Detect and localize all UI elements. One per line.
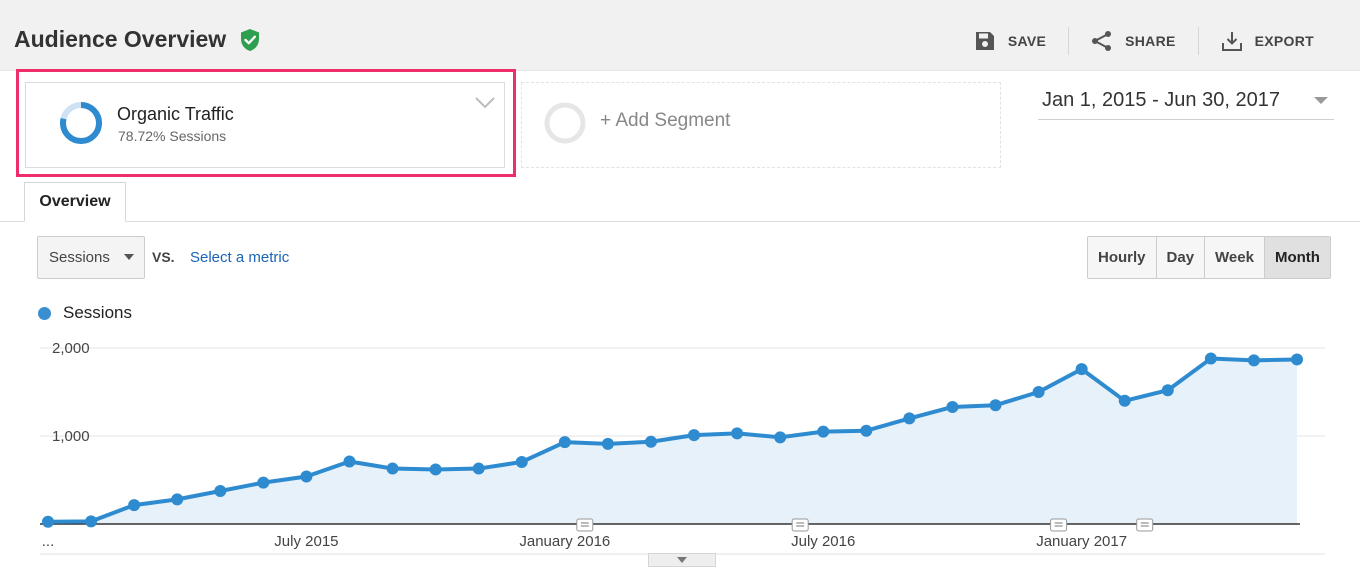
series-line-sessions: [47, 356, 1298, 524]
data-point: [860, 424, 873, 437]
data-point: [903, 412, 916, 425]
day-button[interactable]: Day: [1155, 237, 1205, 278]
data-point: [257, 476, 270, 489]
legend-label: Sessions: [63, 303, 132, 322]
save-icon: [975, 32, 994, 50]
segment-name: Organic Traffic: [117, 104, 234, 124]
data-point: [1118, 394, 1131, 407]
tab-overview[interactable]: Overview: [24, 182, 126, 222]
data-point: [429, 463, 442, 476]
data-point: [343, 455, 356, 468]
annotation-icon[interactable]: [576, 518, 594, 532]
area-fill: [48, 358, 1297, 524]
hourly-button[interactable]: Hourly: [1088, 237, 1156, 278]
data-point: [386, 462, 399, 475]
y-tick-label: 2,000: [52, 340, 90, 357]
data-point: [946, 400, 959, 413]
data-point: [989, 399, 1002, 412]
data-point: [85, 515, 98, 528]
y-tick-label: 1,000: [52, 428, 90, 445]
annotation-icon[interactable]: [1050, 518, 1068, 532]
data-point: [1291, 353, 1303, 366]
segment-subtitle: 78.72% Sessions: [118, 128, 227, 144]
caret-down-icon: [677, 557, 687, 563]
export-label: EXPORT: [1254, 33, 1314, 49]
data-point: [1161, 384, 1174, 397]
segment-highlight-box: [16, 69, 516, 177]
add-segment-button[interactable]: [521, 82, 1001, 168]
annotation-icon[interactable]: [1136, 518, 1154, 532]
data-point: [1075, 363, 1088, 376]
month-button[interactable]: Month: [1263, 237, 1330, 278]
data-point: [42, 515, 54, 528]
x-tick-label: July 2016: [791, 533, 855, 550]
data-point: [817, 425, 830, 438]
export-button[interactable]: EXPORT: [1197, 27, 1336, 55]
x-tick-label: January 2016: [519, 533, 610, 550]
top-bar: [0, 0, 1360, 70]
share-button[interactable]: SHARE: [1068, 27, 1198, 55]
data-point: [214, 485, 227, 497]
data-point: [558, 436, 571, 449]
data-point: [128, 499, 141, 512]
verified-shield-icon: [241, 29, 259, 51]
share-label: SHARE: [1125, 33, 1176, 49]
save-label: SAVE: [1007, 33, 1047, 49]
save-button[interactable]: SAVE: [952, 27, 1068, 55]
empty-ring-icon: [544, 102, 586, 144]
data-point: [1032, 386, 1045, 398]
date-range-picker[interactable]: Jan 1, 2015 - Jun 30, 2017: [1038, 88, 1334, 120]
data-point: [171, 493, 184, 506]
page-title: Audience Overview: [14, 26, 227, 52]
data-point: [300, 470, 313, 483]
sessions-chart: 2,000 1,000... July 2015 January 2016 July 2…: [40, 340, 1325, 555]
data-point: [1204, 352, 1217, 365]
data-point: [731, 427, 744, 440]
vs-label: VS.: [152, 249, 175, 265]
segment-ring-icon: [60, 102, 102, 144]
data-point: [644, 435, 657, 448]
tab-divider: [0, 221, 1360, 222]
x-tick-label: January 2017: [1036, 533, 1127, 550]
select-metric-link[interactable]: Select a metric: [190, 249, 290, 266]
x-tick-label: ...: [42, 533, 55, 550]
data-point: [472, 462, 485, 475]
chevron-down-icon[interactable]: [474, 96, 496, 110]
data-point: [774, 431, 787, 444]
week-button[interactable]: Week: [1204, 237, 1264, 278]
legend-marker: [38, 307, 51, 320]
caret-down-icon: [124, 254, 134, 260]
header-actions: SAVE SHARE EXPORT: [952, 27, 1336, 55]
share-icon: [1092, 31, 1112, 51]
tab-strip: [0, 182, 1360, 222]
data-point: [601, 437, 614, 450]
segment-card-organic-traffic[interactable]: [25, 82, 505, 168]
x-tick-label: July 2015: [274, 533, 338, 550]
annotation-icon[interactable]: [791, 518, 809, 532]
granularity-toggle: Hourly Day Week Month: [1087, 236, 1331, 279]
export-icon: [1221, 32, 1242, 51]
add-segment-label: + Add Segment: [600, 110, 731, 131]
data-point: [1247, 354, 1260, 367]
data-point: [515, 455, 528, 468]
caret-down-icon[interactable]: [1313, 96, 1329, 106]
data-point: [688, 429, 701, 442]
